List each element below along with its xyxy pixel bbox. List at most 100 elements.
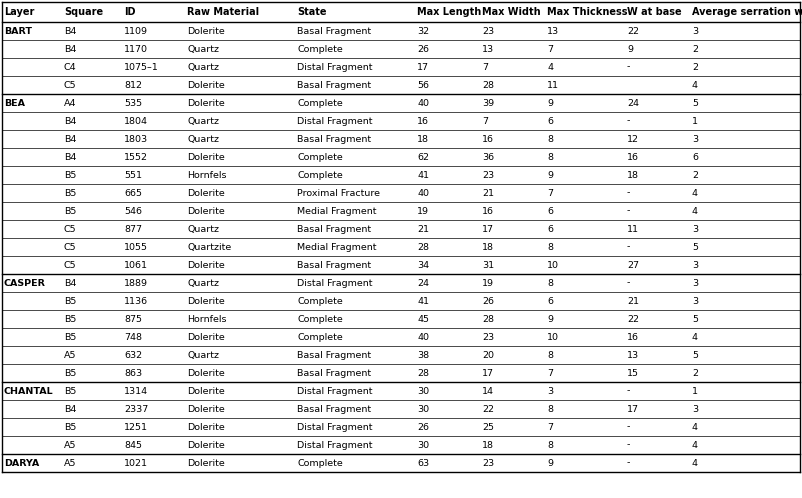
- Text: B5: B5: [64, 369, 76, 377]
- Text: Quartz: Quartz: [187, 44, 219, 53]
- Text: 5: 5: [692, 243, 698, 251]
- Text: 8: 8: [547, 404, 553, 413]
- Text: Quartzite: Quartzite: [187, 243, 231, 251]
- Text: Basal Fragment: Basal Fragment: [297, 225, 371, 234]
- Text: 3: 3: [692, 296, 698, 305]
- Text: -: -: [627, 386, 630, 395]
- Text: Basal Fragment: Basal Fragment: [297, 351, 371, 360]
- Text: 16: 16: [417, 117, 429, 125]
- Text: 39: 39: [482, 99, 494, 108]
- Text: 3: 3: [692, 260, 698, 269]
- Text: Proximal Fracture: Proximal Fracture: [297, 189, 380, 198]
- Text: Dolerite: Dolerite: [187, 441, 225, 450]
- Text: 7: 7: [547, 44, 553, 53]
- Text: 1314: 1314: [124, 386, 148, 395]
- Text: Dolerite: Dolerite: [187, 369, 225, 377]
- Text: 19: 19: [417, 207, 429, 216]
- Text: 19: 19: [482, 278, 494, 287]
- Text: 22: 22: [482, 404, 494, 413]
- Text: 31: 31: [482, 260, 494, 269]
- Text: Medial Fragment: Medial Fragment: [297, 243, 376, 251]
- Text: Quartz: Quartz: [187, 225, 219, 234]
- Text: Max Length: Max Length: [417, 7, 481, 17]
- Text: C5: C5: [64, 225, 77, 234]
- Text: 13: 13: [627, 351, 639, 360]
- Text: 1075–1: 1075–1: [124, 63, 159, 72]
- Text: 23: 23: [482, 26, 494, 35]
- Text: Complete: Complete: [297, 333, 342, 342]
- Text: 13: 13: [547, 26, 559, 35]
- Text: C5: C5: [64, 81, 77, 90]
- Text: Complete: Complete: [297, 170, 342, 179]
- Text: 11: 11: [627, 225, 639, 234]
- Text: B4: B4: [64, 44, 76, 53]
- Text: 20: 20: [482, 351, 494, 360]
- Text: ID: ID: [124, 7, 136, 17]
- Text: BEA: BEA: [4, 99, 25, 108]
- Text: Quartz: Quartz: [187, 63, 219, 72]
- Text: 535: 535: [124, 99, 142, 108]
- Text: Distal Fragment: Distal Fragment: [297, 117, 372, 125]
- Text: 9: 9: [547, 170, 553, 179]
- Text: Average serration width: Average serration width: [692, 7, 802, 17]
- Text: -: -: [627, 278, 630, 287]
- Text: Complete: Complete: [297, 459, 342, 468]
- Text: Quartz: Quartz: [187, 351, 219, 360]
- Text: 18: 18: [417, 134, 429, 143]
- Text: 748: 748: [124, 333, 142, 342]
- Text: 23: 23: [482, 170, 494, 179]
- Text: Basal Fragment: Basal Fragment: [297, 134, 371, 143]
- Text: 9: 9: [547, 315, 553, 324]
- Text: 23: 23: [482, 333, 494, 342]
- Text: 2: 2: [692, 63, 698, 72]
- Text: 2337: 2337: [124, 404, 148, 413]
- Text: 17: 17: [482, 369, 494, 377]
- Text: 2: 2: [692, 369, 698, 377]
- Text: 1: 1: [692, 117, 698, 125]
- Text: A5: A5: [64, 441, 76, 450]
- Text: 15: 15: [627, 369, 639, 377]
- Text: 3: 3: [692, 225, 698, 234]
- Text: 1061: 1061: [124, 260, 148, 269]
- Text: 17: 17: [482, 225, 494, 234]
- Text: Distal Fragment: Distal Fragment: [297, 422, 372, 431]
- Text: B5: B5: [64, 386, 76, 395]
- Text: 9: 9: [547, 99, 553, 108]
- Text: B5: B5: [64, 333, 76, 342]
- Text: 30: 30: [417, 441, 429, 450]
- Text: 6: 6: [547, 225, 553, 234]
- Text: DARYA: DARYA: [4, 459, 39, 468]
- Text: 7: 7: [547, 422, 553, 431]
- Text: B5: B5: [64, 422, 76, 431]
- Text: 21: 21: [417, 225, 429, 234]
- Text: 38: 38: [417, 351, 429, 360]
- Text: 23: 23: [482, 459, 494, 468]
- Text: B5: B5: [64, 296, 76, 305]
- Text: 7: 7: [482, 117, 488, 125]
- Text: 27: 27: [627, 260, 639, 269]
- Text: 63: 63: [417, 459, 429, 468]
- Text: -: -: [627, 422, 630, 431]
- Text: Hornfels: Hornfels: [187, 315, 226, 324]
- Text: 4: 4: [692, 422, 698, 431]
- Text: CHANTAL: CHANTAL: [4, 386, 54, 395]
- Text: 16: 16: [482, 207, 494, 216]
- Text: 4: 4: [692, 81, 698, 90]
- Text: 32: 32: [417, 26, 429, 35]
- Text: 551: 551: [124, 170, 142, 179]
- Text: Dolerite: Dolerite: [187, 459, 225, 468]
- Text: W at base: W at base: [627, 7, 682, 17]
- Text: Complete: Complete: [297, 99, 342, 108]
- Text: 1: 1: [692, 386, 698, 395]
- Text: -: -: [627, 63, 630, 72]
- Text: 875: 875: [124, 315, 142, 324]
- Text: 5: 5: [692, 315, 698, 324]
- Text: 22: 22: [627, 315, 639, 324]
- Text: 22: 22: [627, 26, 639, 35]
- Text: 10: 10: [547, 260, 559, 269]
- Text: 4: 4: [692, 333, 698, 342]
- Text: Hornfels: Hornfels: [187, 170, 226, 179]
- Text: Basal Fragment: Basal Fragment: [297, 369, 371, 377]
- Text: Quartz: Quartz: [187, 117, 219, 125]
- Text: 41: 41: [417, 170, 429, 179]
